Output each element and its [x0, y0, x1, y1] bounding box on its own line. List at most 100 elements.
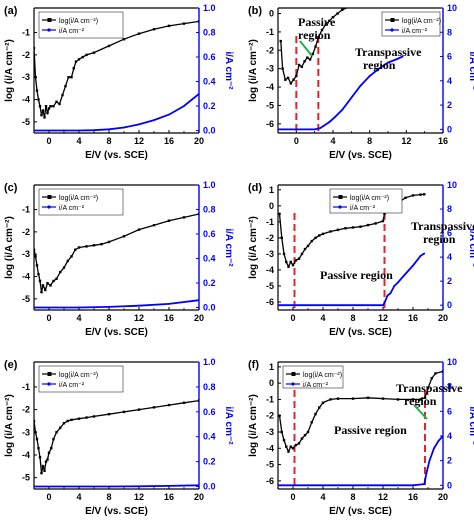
panel-f-log-point — [329, 398, 332, 401]
panel-c-y-tick-label: -1 — [22, 205, 30, 215]
panel-f-log-point — [306, 430, 310, 434]
panel-c-log-point — [44, 288, 47, 292]
panel-a-legend: log(i/A cm⁻²) i/A cm⁻² — [38, 11, 124, 39]
panel-c-label: (c) — [4, 182, 18, 194]
panel-b-y2-tick-label: 0 — [447, 124, 452, 134]
panel-c-current-point — [78, 306, 80, 309]
panel-d-y2-tick-label: 0 — [447, 300, 452, 310]
panel-b-region-annotation: Transpassive region — [355, 45, 422, 72]
panel-c-x-tick-label: 8 — [106, 313, 111, 323]
panel-e-log-point — [50, 446, 53, 450]
panel-b-current-point — [278, 128, 279, 131]
panel-d-y2-tick-label: 6 — [447, 228, 452, 238]
panel-b-current-point — [322, 124, 325, 127]
panel-a-log-point — [152, 28, 156, 31]
panel-b-log-point — [308, 58, 312, 61]
panel-f-x-tick-label: 20 — [438, 492, 448, 502]
panel-a-log-point — [49, 105, 52, 108]
panel-f-legend-marker — [291, 372, 296, 376]
panel-c-log-point — [55, 277, 58, 280]
panel-d-log-point — [294, 259, 298, 262]
panel-c-current-point — [138, 304, 140, 307]
panel-b-log-point — [368, 1, 370, 3]
panel-f-y2-tick-label: 6 — [447, 406, 452, 416]
panel-d-y2-tick-label: 10 — [447, 180, 457, 190]
panel-c-y2-axis-label: i/A cm⁻² — [223, 228, 234, 267]
panel-c-log-point — [34, 248, 36, 251]
panel-c-legend-label: log(i/A cm⁻²) — [59, 195, 98, 202]
panel-b-region-annotation: Passive region — [298, 15, 336, 42]
panel-e-x-axis-label: E/V (vs. SCE) — [85, 506, 148, 517]
panel-a-label: (a) — [4, 5, 18, 17]
panel-e-log-point — [152, 406, 156, 409]
panel-c-log-point — [38, 279, 42, 283]
panel-a-current-point — [153, 119, 155, 122]
panel-c-legend-label: i/A cm⁻² — [59, 205, 85, 212]
panel-f-y-axis-label: log (i/A cm⁻²) — [248, 394, 259, 457]
panel-c-current-point — [198, 299, 199, 302]
panel-a-log-point — [47, 107, 51, 110]
panel-f-x-tick-label: 12 — [378, 492, 388, 502]
panel-d-current-point — [419, 255, 422, 257]
panel-d-x-tick-label: 8 — [350, 313, 355, 323]
panel-f-y2-axis-label: i/A cm⁻² — [467, 406, 474, 445]
panel-e-plot-area — [34, 399, 199, 488]
panel-d-log-point — [419, 193, 422, 196]
panel-b-y2-tick-label: 2 — [447, 100, 452, 110]
panel-b-x-tick-label: 0 — [294, 136, 299, 146]
panel-e-log-point — [52, 437, 55, 441]
panel-d-current-point — [423, 252, 426, 255]
panel-f-y-tick-label: -2 — [266, 411, 274, 421]
panel-f-plot-area — [278, 370, 443, 487]
panel-f-y2-tick-label: 2 — [447, 456, 452, 466]
panel-e-log-point — [37, 446, 40, 450]
panel-e-y2-tick-label: 1.0 — [203, 357, 216, 367]
panel-d-x-tick-label: 4 — [320, 313, 325, 323]
panel-a-log-point — [44, 105, 48, 108]
panel-e-y2-tick-label: 0.2 — [203, 457, 216, 467]
panel-a-plot-area — [34, 20, 199, 132]
panel-a-log-point — [34, 75, 37, 79]
panel-e-legend-label: log(i/A cm⁻²) — [59, 372, 98, 379]
panel-b-y-axis-label: log (i/A cm⁻²) — [248, 39, 259, 102]
panel-d-x-axis-label: E/V (vs. SCE) — [329, 327, 392, 338]
panel-d-log-point — [351, 226, 355, 229]
panel-e-y2-axis-label: i/A cm⁻² — [223, 406, 234, 445]
panel-b-log-point — [328, 19, 331, 23]
panel-d-log-point — [289, 260, 292, 264]
panel-c-y2-tick-label: 0.2 — [203, 278, 216, 288]
panel-a-y-tick-label: -5 — [22, 117, 30, 127]
panel-d-log-point — [411, 194, 415, 197]
panel-c-log-point — [41, 284, 45, 287]
panel-e-log-point — [40, 471, 43, 475]
panel-f-log-point — [285, 445, 288, 448]
panel-d-y-tick-label: -1 — [266, 217, 274, 227]
panel-a-log-point — [37, 98, 40, 101]
panel-f-log-point — [289, 445, 292, 448]
panel-c-log-point — [70, 255, 73, 258]
panel-d-x-tick-label: 16 — [408, 313, 418, 323]
panel-e-series-current-line — [34, 484, 199, 488]
panel-d-log-point — [300, 252, 304, 256]
panel-c-log-point — [197, 212, 199, 216]
panel-e-y-tick-label: -4 — [22, 450, 30, 460]
panel-f-y-tick-label: -6 — [266, 476, 274, 486]
panel-b-log-point — [324, 23, 327, 26]
panel-f-x-tick-label: 8 — [350, 492, 355, 502]
panel-e-current-point — [34, 485, 35, 488]
panel-c-y2-tick-label: 1.0 — [203, 180, 216, 190]
panel-f-pointer-arrow — [413, 404, 428, 420]
panel-e-log-point — [34, 419, 36, 423]
panel-d-y-tick-label: -3 — [266, 249, 274, 259]
panel-b-current-point — [328, 121, 331, 123]
panel-d-log-point — [381, 219, 385, 223]
panel-c-log-point — [92, 244, 96, 247]
panel-a-log-point — [122, 38, 126, 41]
panel-b-legend: log(i/A cm⁻²) i/A cm⁻² — [381, 11, 441, 37]
panel-c-x-tick-label: 12 — [134, 313, 144, 323]
panel-d-log-point — [278, 212, 281, 216]
panel-e-y2-tick-label: 0.4 — [203, 432, 216, 442]
panel-f-legend-marker — [291, 382, 295, 386]
panel-d-y2-tick-label: 8 — [447, 204, 452, 214]
panel-c-log-point — [37, 273, 40, 276]
